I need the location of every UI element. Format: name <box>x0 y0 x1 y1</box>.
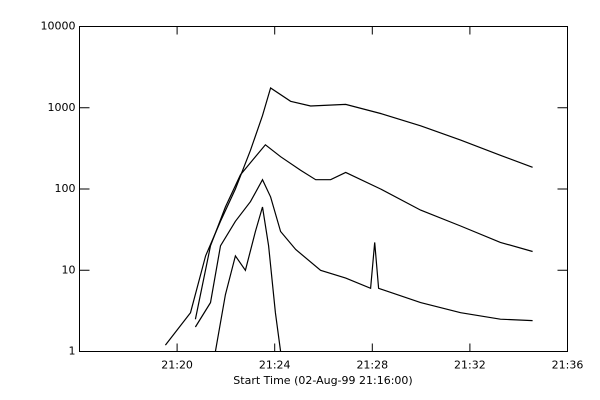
series-line <box>164 87 533 346</box>
x-tick-label: 21:28 <box>356 359 388 372</box>
plot-frame <box>79 26 568 352</box>
y-tick-label: 1 <box>69 345 76 358</box>
series-line <box>214 206 282 351</box>
x-tick-label: 21:36 <box>552 359 584 372</box>
y-tick-label: 1000 <box>48 101 76 114</box>
y-tick-label: 10000 <box>41 20 76 33</box>
x-tick-label: 21:24 <box>259 359 291 372</box>
series-line <box>194 178 533 328</box>
plot-area <box>164 87 533 351</box>
x-tick-label: 21:32 <box>454 359 486 372</box>
y-tick-label: 100 <box>55 182 76 195</box>
series-line <box>194 143 533 320</box>
x-axis-label: Start Time (02-Aug-99 21:16:00) <box>233 374 412 387</box>
y-tick-label: 10 <box>62 263 76 276</box>
x-tick-label: 21:20 <box>161 359 193 372</box>
